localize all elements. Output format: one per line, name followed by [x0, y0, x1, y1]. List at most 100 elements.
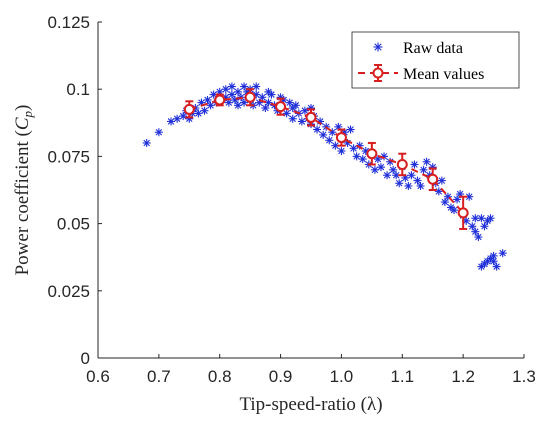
mean-value-point: [275, 97, 287, 116]
x-tick-label: 0.9: [269, 367, 293, 386]
y-tick-label: 0: [81, 349, 90, 368]
raw-data-point: [203, 95, 212, 104]
raw-data-point: [233, 101, 242, 110]
raw-data-point: [486, 214, 495, 223]
mean-marker: [396, 158, 408, 170]
axes: [97, 22, 524, 359]
mean-value-point: [214, 93, 226, 107]
raw-data-point: [267, 90, 276, 99]
y-tick-label: 0.025: [47, 282, 90, 301]
mean-marker: [214, 94, 226, 106]
raw-data-point: [352, 152, 361, 161]
raw-data-point: [395, 179, 404, 188]
x-tick-label: 1.3: [512, 367, 536, 386]
x-tick-label: 1.2: [451, 367, 475, 386]
raw-data-point: [200, 106, 209, 115]
y-tick-label: 0.05: [57, 215, 90, 234]
raw-data-point: [376, 163, 385, 172]
raw-data-point: [288, 114, 297, 123]
raw-data-point: [337, 147, 346, 156]
raw-data-point: [252, 82, 261, 91]
legend-asterisk-icon: [373, 42, 383, 52]
raw-data-point: [419, 165, 428, 174]
raw-data-point: [346, 125, 355, 134]
mean-value-point: [183, 100, 195, 119]
raw-data-point: [358, 155, 367, 164]
legend-mean-values-marker: [358, 64, 398, 82]
x-ticks: 0.6 0.7 0.8 0.9 1.0 1.1 1.2 1.3: [86, 354, 536, 386]
raw-data-point: [297, 117, 306, 126]
raw-data-point: [173, 114, 182, 123]
raw-data-point: [258, 93, 267, 102]
raw-data-point: [300, 106, 309, 115]
mean-values-line: [189, 96, 464, 214]
legend-raw-data-label: Raw data: [403, 40, 463, 57]
raw-data-point: [349, 144, 358, 153]
raw-data-point: [434, 187, 443, 196]
legend-raw-data-marker: [373, 42, 383, 52]
mean-marker: [457, 207, 469, 219]
raw-data-point: [206, 101, 215, 110]
raw-data-point: [477, 214, 486, 223]
mean-value-point: [427, 167, 439, 191]
raw-data-point: [489, 257, 498, 266]
raw-data-point: [227, 82, 236, 91]
mean-marker: [275, 101, 287, 113]
y-tick-label: 0.075: [47, 147, 90, 166]
mean-value-point: [366, 141, 378, 166]
raw-data-point: [422, 157, 431, 166]
raw-data-point: [233, 87, 242, 96]
y-tick-label: 0.1: [66, 80, 90, 99]
x-axis-title: Tip-speed-ratio (λ): [239, 394, 382, 415]
raw-data-point: [404, 181, 413, 190]
raw-data-point: [450, 206, 459, 215]
x-tick-label: 0.8: [208, 367, 232, 386]
y-ticks: 0 0.025 0.05 0.075 0.1 0.125: [47, 13, 102, 368]
x-tick-label: 1.0: [330, 367, 354, 386]
raw-data-point: [221, 85, 230, 94]
raw-data-point: [282, 109, 291, 118]
mean-marker: [335, 132, 347, 144]
raw-data-point: [325, 136, 334, 145]
raw-data-point: [331, 141, 340, 150]
raw-data-point: [498, 249, 507, 258]
mean-marker: [244, 91, 256, 103]
raw-data-point: [407, 171, 416, 180]
raw-data-point: [142, 138, 151, 147]
mean-value-point: [305, 108, 317, 127]
mean-marker: [427, 173, 439, 185]
raw-data-point: [492, 262, 501, 271]
raw-data-point: [413, 176, 422, 185]
x-tick-label: 1.1: [390, 367, 414, 386]
raw-data-point: [453, 195, 462, 204]
x-tick-label: 0.6: [86, 367, 110, 386]
mean-value-point: [396, 152, 408, 177]
legend-errorbar-icon: [358, 64, 398, 82]
mean-marker: [183, 103, 195, 115]
raw-data-point: [437, 176, 446, 185]
mean-marker: [305, 111, 317, 123]
raw-data-point: [313, 125, 322, 134]
raw-data-point: [383, 171, 392, 180]
raw-data-point: [370, 165, 379, 174]
x-tick-label: 0.7: [147, 367, 171, 386]
raw-data-point: [416, 181, 425, 190]
mean-value-point: [244, 88, 256, 107]
raw-data-point: [319, 130, 328, 139]
raw-data-point: [468, 222, 477, 231]
legend: Raw data Mean values: [351, 31, 520, 89]
mean-values-series: [183, 88, 469, 230]
y-axis-title: Power coefficient (Cp): [12, 105, 35, 276]
raw-data-point: [410, 160, 419, 169]
raw-data-point: [194, 109, 203, 118]
raw-data-point: [291, 101, 300, 110]
raw-data-point: [154, 128, 163, 137]
mean-value-point: [457, 195, 469, 230]
legend-mean-values-label: Mean values: [403, 66, 484, 83]
raw-data-point: [167, 117, 176, 126]
mean-marker: [366, 148, 378, 160]
legend-box: [351, 31, 520, 89]
raw-data-series: [142, 82, 507, 271]
mean-value-point: [335, 128, 347, 147]
